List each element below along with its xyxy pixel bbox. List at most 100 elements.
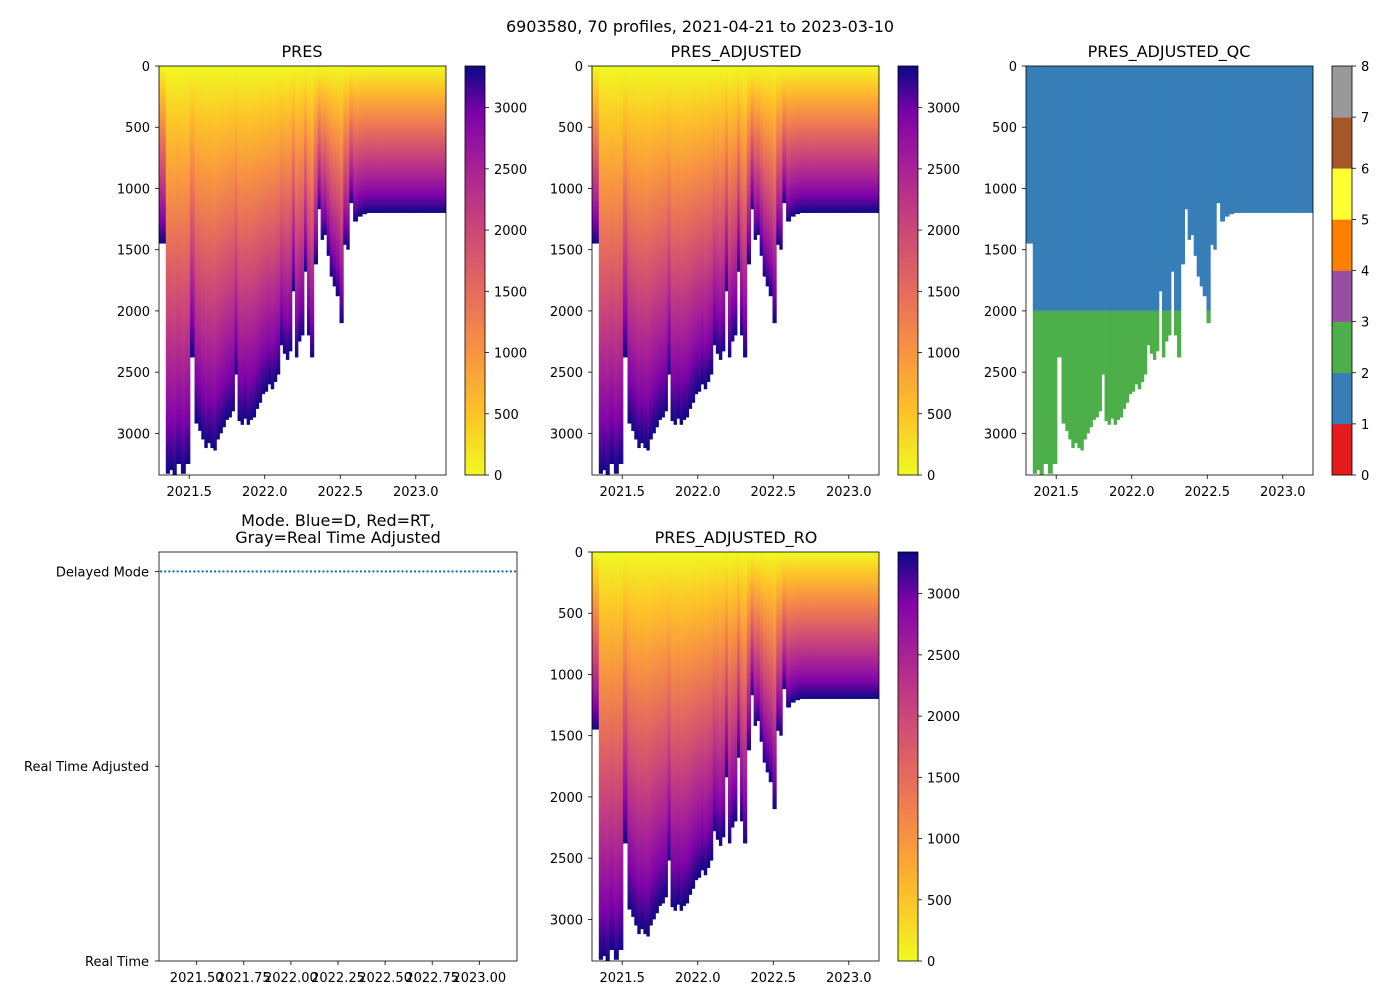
profile-column (750, 552, 755, 696)
qc-cell (1122, 310, 1127, 409)
profile-column (799, 66, 805, 213)
profile-column (646, 66, 650, 451)
colorbar-tick-label: 3000 (927, 588, 960, 603)
colorbar-tick-label: 2500 (927, 649, 960, 664)
profile-column (746, 66, 752, 265)
profile-column (703, 552, 708, 876)
qc-cell (1071, 66, 1075, 311)
y-tick-label: 1500 (550, 730, 583, 745)
profile-column (730, 66, 735, 342)
mode-point (443, 570, 446, 573)
qc-cell (1110, 310, 1115, 419)
pres-title: PRES (281, 42, 322, 61)
pres-adjusted-ro-plot-area (591, 551, 880, 962)
mode-point (497, 570, 500, 573)
profile-column (658, 66, 662, 420)
profile-column (427, 66, 446, 213)
qc-cell (1101, 66, 1105, 311)
profile-column (697, 552, 702, 878)
qc-cell (1092, 66, 1096, 311)
mode-point (301, 570, 304, 573)
pres-adjusted-qc-plot-area (1025, 65, 1314, 476)
qc-cell (1143, 66, 1148, 311)
profile-column (703, 66, 708, 390)
colorbar-tick-label: 3000 (494, 102, 527, 117)
qc-cell (1152, 310, 1157, 360)
profile-column (753, 66, 758, 240)
profile-column (222, 66, 226, 428)
profile-column (634, 66, 638, 440)
mode-point (305, 570, 308, 573)
pres-adjusted-ro-x-axis: 2021.5 2022.0 2022.5 2023.0 (599, 961, 872, 986)
colorbar-tick-label: 4 (1361, 265, 1369, 280)
profile-column (815, 552, 823, 699)
profile-column (335, 66, 340, 297)
axes-frame (591, 65, 880, 476)
profile-column (310, 66, 315, 358)
profile-column (768, 552, 773, 783)
profile-column (598, 552, 603, 960)
profile-column (285, 66, 290, 360)
profile-column (667, 552, 671, 861)
x-tick-label: 2022.5 (751, 485, 797, 500)
x-tick-label: 2021.5 (599, 971, 645, 986)
qc-cell (1074, 310, 1078, 444)
qc-cell (1119, 66, 1124, 311)
y-tick-label: Real Time Adjusted (24, 760, 149, 775)
profile-column (786, 552, 792, 708)
x-tick-label: 2023.0 (1260, 485, 1306, 500)
profile-columns (159, 66, 446, 475)
profile-column (288, 66, 293, 352)
profile-column (724, 552, 729, 778)
profile-column (249, 66, 254, 420)
mode-point (368, 570, 371, 573)
mode-point (197, 570, 200, 573)
profile-column (724, 66, 729, 292)
y-tick-label: 0 (575, 546, 583, 561)
mode-point (422, 570, 425, 573)
profile-column (776, 66, 780, 245)
profile-column (169, 66, 173, 471)
mode-point (243, 570, 246, 573)
profile-column (231, 66, 235, 412)
mode-point (509, 570, 513, 573)
profile-column (712, 552, 717, 832)
profile-column (700, 552, 705, 871)
profile-column (634, 552, 638, 926)
pres-adjusted-ro-colorbar: 0 500 1000 1500 2000 2500 3000 (897, 551, 960, 970)
profile-column (762, 66, 767, 277)
qc-cell (1137, 66, 1142, 311)
profile-column (627, 66, 632, 424)
qc-cell (1068, 310, 1072, 440)
profile-column (267, 66, 272, 385)
profile-column (346, 66, 350, 250)
profile-column (216, 66, 220, 440)
pres-adjusted-ro-title: PRES_ADJUSTED_RO (655, 528, 818, 548)
profile-column (252, 66, 257, 418)
y-tick-label: 1000 (117, 182, 150, 197)
qc-cell (1196, 66, 1201, 277)
profile-column (730, 552, 735, 828)
qc-cell (1140, 310, 1145, 382)
mode-point (380, 570, 383, 573)
x-tick-label: 2021.5 (599, 485, 645, 500)
qc-cell (1243, 66, 1250, 213)
profile-column (592, 66, 600, 244)
x-tick-label: 2023.00 (452, 971, 506, 986)
profile-column (326, 66, 331, 256)
profile-column (357, 66, 363, 217)
mode-point (467, 570, 471, 573)
mode-plot-area (158, 551, 518, 962)
qc-cell (1107, 310, 1111, 425)
qc-cell (1146, 310, 1151, 346)
pres-x-axis: 2021.5 2022.0 2022.5 2023.0 (166, 475, 439, 500)
profile-column (815, 66, 823, 213)
qc-cell (1122, 66, 1127, 311)
y-tick-label: 500 (558, 121, 583, 136)
profile-column (602, 66, 606, 471)
mode-point (180, 570, 184, 573)
y-tick-label: 2000 (117, 305, 150, 320)
colorbar-tick-label: 500 (927, 894, 952, 909)
mode-point (193, 570, 196, 573)
mode-point (418, 570, 421, 573)
